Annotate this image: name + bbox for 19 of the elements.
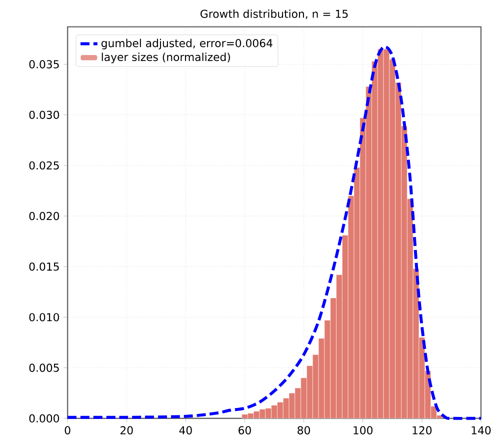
y-tick-label: 0.015: [29, 262, 59, 271]
x-tick-label: 80: [298, 426, 310, 434]
x-tick-label: 0: [64, 426, 70, 434]
legend-label: gumbel adjusted, error=0.0064: [101, 38, 272, 50]
y-tick-label: 0.025: [29, 161, 59, 170]
y-tick-label: 0.030: [29, 110, 60, 119]
x-tick-label: 140: [472, 426, 491, 434]
x-tick-label: 120: [412, 426, 432, 434]
y-tick-label: 0.020: [29, 212, 60, 220]
y-tick-label: 0.005: [29, 364, 59, 372]
y-tick-label: 0.000: [29, 414, 60, 422]
x-tick-label: 40: [179, 426, 192, 434]
y-tick-label: 0.035: [29, 60, 59, 68]
x-tick-label: 60: [238, 426, 251, 434]
x-tick-label: 20: [120, 426, 133, 434]
y-tick-label: 0.010: [29, 313, 60, 322]
x-tick-label: 100: [354, 426, 373, 434]
chart-title: Growth distribution, n = 15: [200, 9, 348, 20]
legend-label: layer sizes (normalized): [102, 52, 230, 64]
